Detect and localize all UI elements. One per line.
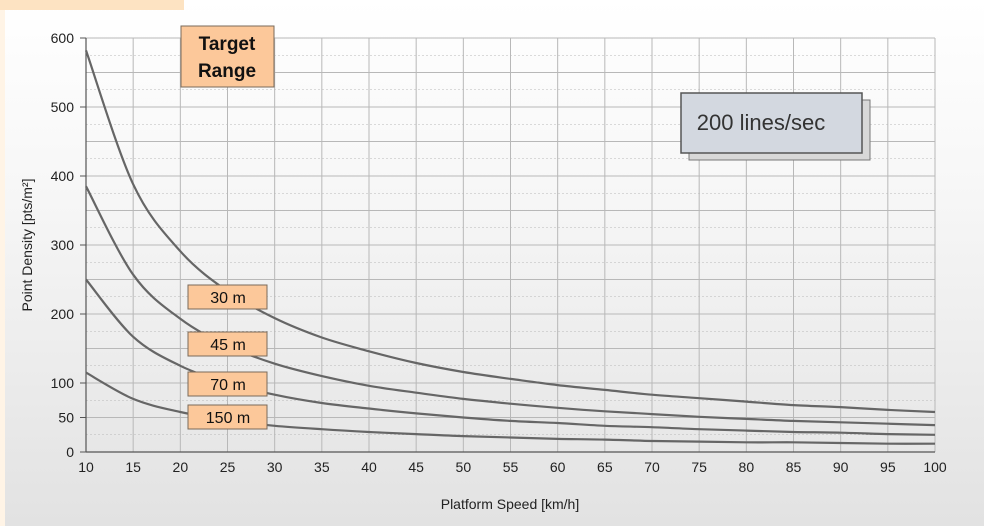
target-range-header: Target Range <box>180 25 275 88</box>
y-tick-label: 200 <box>51 306 75 322</box>
x-tick-label: 20 <box>173 459 189 475</box>
x-tick-label: 55 <box>503 459 519 475</box>
x-tick-label: 65 <box>597 459 613 475</box>
range-label-box-70m <box>187 371 268 397</box>
x-tick-label: 90 <box>833 459 849 475</box>
range-label-150m: 150 m <box>206 410 250 427</box>
x-tick-label: 25 <box>220 459 236 475</box>
side-accent <box>0 10 5 526</box>
range-label-box-45m <box>187 331 268 357</box>
y-tick-label: 600 <box>51 30 75 46</box>
x-tick-label: 10 <box>78 459 94 475</box>
y-tick-label: 50 <box>58 410 74 426</box>
range-label-70m: 70 m <box>210 377 246 394</box>
tick-labels: 10 15 20 25 30 35 40 45 50 55 60 65 70 75 80 85 90 95 100 0… <box>51 30 947 475</box>
target-range-line-2: Range <box>198 61 256 82</box>
x-axis-title: Platform Speed [km/h] <box>441 496 580 512</box>
range-label-box-30m <box>187 284 268 310</box>
series-line-30m <box>84 50 936 414</box>
x-tick-label: 15 <box>125 459 141 475</box>
y-tick-label: 100 <box>51 375 75 391</box>
x-tick-label: 75 <box>691 459 707 475</box>
lines-per-sec-callout: 200 lines/sec <box>680 92 871 161</box>
lines-per-sec-label: 200 lines/sec <box>697 110 825 135</box>
x-tick-label: 95 <box>880 459 896 475</box>
lines-per-sec-box <box>680 92 863 154</box>
x-tick-label: 100 <box>923 459 947 475</box>
y-axis-title: Point Density [pts/m²] <box>19 178 35 311</box>
x-tick-label: 85 <box>786 459 802 475</box>
y-tick-label: 500 <box>51 99 75 115</box>
target-range-box <box>180 25 275 88</box>
range-label-box-150m <box>187 404 268 430</box>
y-tick-label: 400 <box>51 168 75 184</box>
x-tick-label: 80 <box>739 459 755 475</box>
x-tick-label: 50 <box>456 459 472 475</box>
x-tick-label: 45 <box>408 459 424 475</box>
x-tick-label: 70 <box>644 459 660 475</box>
x-tick-label: 30 <box>267 459 283 475</box>
x-tick-label: 60 <box>550 459 566 475</box>
x-tick-label: 40 <box>361 459 377 475</box>
range-label-45m: 45 m <box>210 337 246 354</box>
range-label-30m: 30 m <box>210 290 246 307</box>
x-tick-label: 35 <box>314 459 330 475</box>
y-tick-label: 0 <box>66 444 74 460</box>
corner-accent <box>0 0 184 10</box>
target-range-line-1: Target <box>199 34 256 55</box>
y-tick-label: 300 <box>51 237 75 253</box>
range-labels: 30 m 45 m 70 m 150 m <box>187 284 268 430</box>
